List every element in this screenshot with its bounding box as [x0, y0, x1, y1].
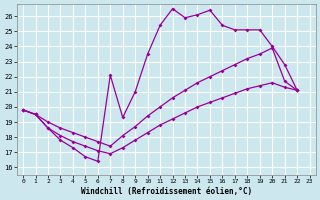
X-axis label: Windchill (Refroidissement éolien,°C): Windchill (Refroidissement éolien,°C): [81, 187, 252, 196]
